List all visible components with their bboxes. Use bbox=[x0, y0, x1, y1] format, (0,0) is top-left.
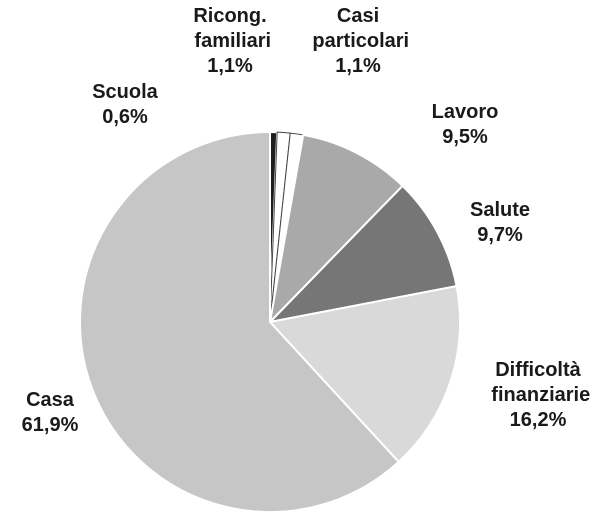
slice-value-label: 1,1% bbox=[207, 55, 253, 77]
slice-label: Casi particolari bbox=[307, 5, 409, 52]
slice-value-label: 61,9% bbox=[22, 414, 79, 436]
slice-label: Ricong. familiari bbox=[189, 5, 271, 52]
slice-value-label: 16,2% bbox=[510, 409, 567, 431]
slice-value-label: 0,6% bbox=[102, 106, 148, 128]
pie-slice bbox=[269, 184, 458, 323]
slice-label: Scuola bbox=[92, 81, 158, 103]
slice-label: Salute bbox=[470, 199, 530, 221]
slice-value-label: 1,1% bbox=[335, 55, 381, 77]
slice-label: Difficoltà finanziarie bbox=[486, 359, 590, 406]
slice-label: Casa bbox=[26, 389, 75, 411]
pie-slice bbox=[269, 133, 404, 323]
pie-slice bbox=[269, 285, 461, 463]
slice-value-label: 9,5% bbox=[442, 126, 488, 148]
slice-label: Lavoro bbox=[432, 101, 499, 123]
slice-value-label: 9,7% bbox=[477, 224, 523, 246]
pie-slice bbox=[79, 131, 400, 513]
